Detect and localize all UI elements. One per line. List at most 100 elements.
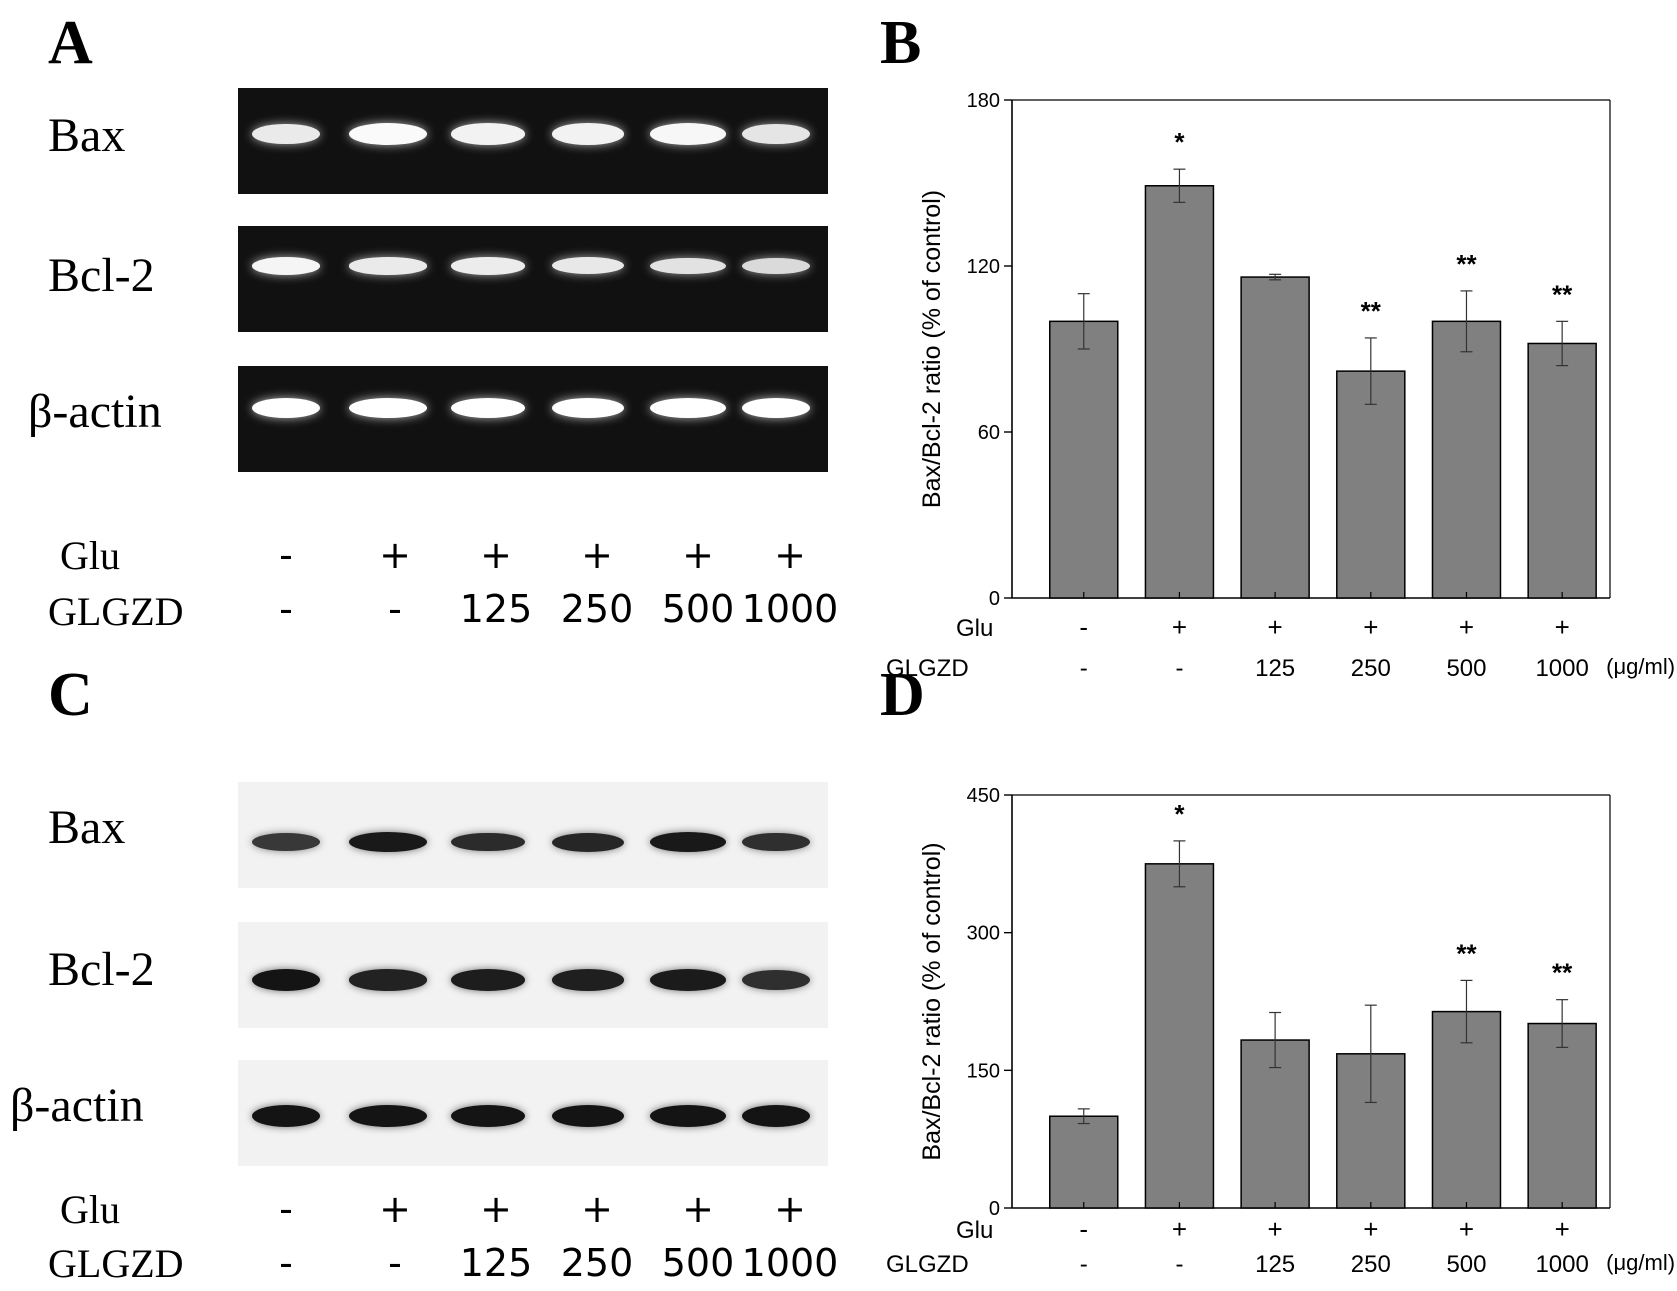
- gel-a-bcl2-band-2: [349, 257, 427, 275]
- gel-a-bax-band-5: [650, 123, 726, 145]
- gel-a-beta-actin-band-5: [650, 398, 726, 418]
- y-axis-label-b: Bax/Bcl-2 ratio (% of control): [918, 190, 946, 508]
- bar-d-2: [1144, 863, 1215, 1209]
- bar-b-6: [1527, 342, 1597, 599]
- glu-value-b-6: +: [1555, 612, 1570, 642]
- glgzd-value-d-6: 1000: [1535, 1251, 1588, 1278]
- treat-a-glgzd-3: 125: [459, 587, 533, 631]
- glgzd-value-d-4: 250: [1351, 1251, 1391, 1278]
- treat-c-glgzd-6: 1000: [741, 1241, 839, 1285]
- glgzd-value-b-6: 1000: [1535, 655, 1588, 682]
- gel-a-bax-band-2: [349, 123, 427, 145]
- gel-a-bax-band-4: [552, 123, 624, 145]
- blot-c-beta-actin-band-6: [742, 1105, 810, 1127]
- gel-a-bax-band-1: [252, 123, 320, 145]
- glu-label-b: Glu: [956, 615, 993, 642]
- treat-c-glu-4: +: [581, 1187, 613, 1231]
- treat-a-glu-4: +: [581, 533, 613, 577]
- treat-a-glu-6: +: [774, 533, 806, 577]
- treat-a-glgzd-1: -: [279, 587, 293, 631]
- blot-c-bax-band-5: [650, 832, 726, 852]
- blot-c-bcl2-band-3: [451, 969, 525, 991]
- bar-b-3: [1240, 276, 1310, 599]
- blot-label-beta-actin: β-actin: [28, 385, 162, 438]
- glu-label-d: Glu: [956, 1217, 993, 1244]
- blot-c-bax-band-1: [252, 833, 320, 851]
- y-tick-label-d-0: 0: [989, 1198, 1000, 1220]
- gel-a-beta-actin-band-2: [349, 398, 427, 418]
- significance-b-6: **: [1552, 279, 1573, 309]
- treat-c-glgzd-3: 125: [459, 1241, 533, 1285]
- treatment-glu-label-c: Glu: [60, 1187, 120, 1232]
- gel-a-bcl2-band-4: [552, 257, 624, 275]
- treat-a-glu-1: -: [279, 533, 293, 577]
- glu-value-d-3: +: [1268, 1214, 1283, 1244]
- blot-c-bcl2-band-5: [650, 969, 726, 991]
- treat-a-glgzd-2: -: [388, 587, 402, 631]
- glu-value-b-4: +: [1363, 612, 1378, 642]
- blot-c-bcl2-band-2: [349, 969, 427, 991]
- bar-b-4: [1336, 370, 1406, 599]
- blot-c-beta-actin-band-5: [650, 1105, 726, 1127]
- gel-a-bcl2-band-3: [451, 257, 525, 275]
- gel-a-bax-band-3: [451, 123, 525, 145]
- gel-a-beta-actin-band-3: [451, 398, 525, 418]
- blot-c-bax-band-4: [552, 832, 624, 852]
- blot-label-bax: Bax: [48, 109, 126, 162]
- gel-a-beta-actin-band-1: [252, 398, 320, 418]
- bar-b-5: [1431, 320, 1502, 599]
- treat-c-glu-3: +: [480, 1187, 512, 1231]
- significance-d-5: **: [1456, 938, 1477, 968]
- significance-b-4: **: [1361, 296, 1382, 326]
- blot-c-bcl2-band-6: [742, 969, 810, 991]
- blot-c-bcl2-band-1: [252, 969, 320, 991]
- significance-d-6: **: [1552, 958, 1573, 988]
- panel-letter-d: D: [880, 661, 925, 729]
- glu-value-b-1: -: [1079, 612, 1088, 642]
- gel-a-bax-band-6: [742, 123, 810, 145]
- gel-a-bcl2: [238, 226, 828, 332]
- blot-c-bax: [238, 782, 828, 888]
- blot-c-beta-actin-band-4: [552, 1105, 624, 1127]
- gel-a-bcl2-band-5: [650, 257, 726, 275]
- panel-letter-c: C: [48, 661, 93, 729]
- unit-label-d: (μg/ml): [1606, 1250, 1675, 1275]
- y-axis-label-d: Bax/Bcl-2 ratio (% of control): [918, 842, 946, 1160]
- gel-a-beta-actin: [238, 366, 828, 472]
- glu-value-d-6: +: [1555, 1214, 1570, 1244]
- blot-c-beta-actin-band-1: [252, 1105, 320, 1127]
- glgzd-label-d: GLGZD: [886, 1251, 969, 1278]
- glgzd-value-b-4: 250: [1351, 655, 1391, 682]
- glu-value-b-2: +: [1172, 612, 1187, 642]
- blot-c-beta-actin-band-2: [349, 1105, 427, 1127]
- bar-d-1: [1049, 1115, 1119, 1209]
- glgzd-value-d-5: 500: [1446, 1251, 1486, 1278]
- treat-a-glgzd-6: 1000: [741, 587, 839, 631]
- blot-c-bax-band-6: [742, 832, 810, 852]
- glgzd-value-b-3: 125: [1255, 655, 1295, 682]
- glu-value-b-5: +: [1459, 612, 1474, 642]
- gel-a-beta-actin-band-6: [742, 398, 810, 418]
- treat-c-glu-1: -: [279, 1187, 293, 1231]
- gel-a-bcl2-band-1: [252, 257, 320, 275]
- glgzd-value-b-5: 500: [1446, 655, 1486, 682]
- treat-a-glgzd-5: 500: [661, 587, 735, 631]
- treat-a-glu-2: +: [379, 533, 411, 577]
- unit-label-b: (μg/ml): [1606, 654, 1675, 679]
- glgzd-value-d-2: -: [1175, 1251, 1183, 1278]
- treat-c-glgzd-1: -: [279, 1241, 293, 1285]
- y-tick-label-b-0: 0: [989, 588, 1000, 610]
- blot-c-beta-actin-band-3: [451, 1105, 525, 1127]
- gel-a-beta-actin-band-4: [552, 398, 624, 418]
- gel-a-bax: [238, 88, 828, 194]
- glu-value-d-2: +: [1172, 1214, 1187, 1244]
- treatment-glgzd-label-c: GLGZD: [48, 1241, 184, 1286]
- treatment-glu-label-a: Glu: [60, 533, 120, 578]
- glgzd-value-b-2: -: [1175, 655, 1183, 682]
- bar-d-6: [1527, 1022, 1597, 1209]
- treat-a-glu-5: +: [682, 533, 714, 577]
- treatment-glgzd-label-a: GLGZD: [48, 589, 184, 634]
- y-tick-label-b-1: 60: [978, 422, 1000, 444]
- blot-label-bax-c: Bax: [48, 801, 126, 854]
